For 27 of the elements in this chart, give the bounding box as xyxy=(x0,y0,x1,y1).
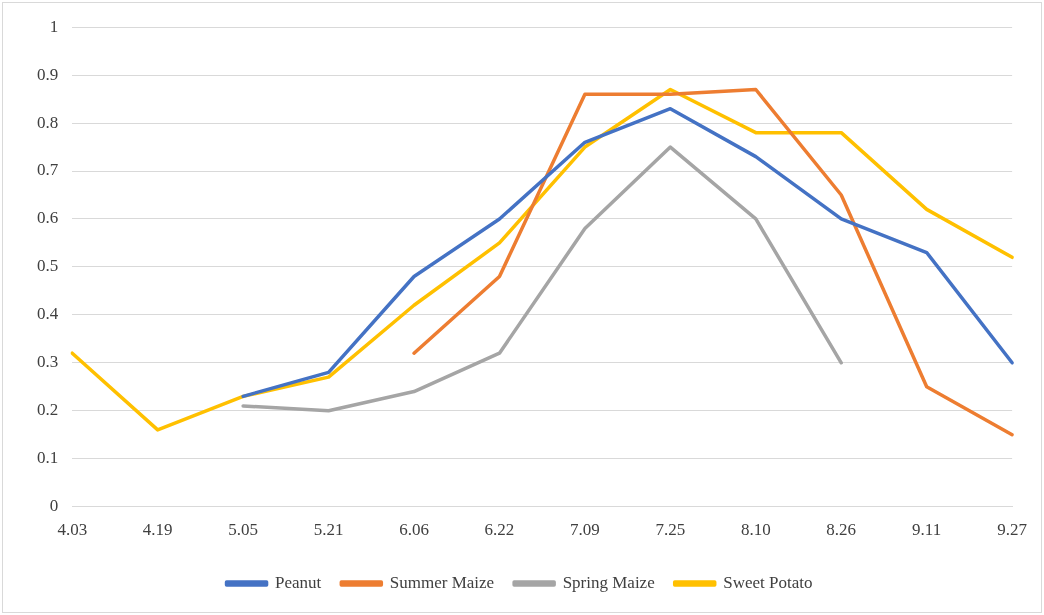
x-tick-label: 5.21 xyxy=(313,520,344,540)
y-tick-label: 0.6 xyxy=(37,208,59,228)
y-tick-label: 0.5 xyxy=(37,256,59,276)
x-tick-label: 9.11 xyxy=(912,520,942,540)
y-tick-label: 0.2 xyxy=(37,400,59,420)
y-tick-label: 0.8 xyxy=(37,112,59,132)
legend-label: Sweet Potato xyxy=(723,572,813,592)
y-tick-label: 0.3 xyxy=(37,352,59,372)
x-tick-label: 4.19 xyxy=(142,520,173,540)
x-tick-label: 9.27 xyxy=(997,520,1028,540)
y-tick-label: 0.1 xyxy=(37,448,59,468)
x-tick-label: 6.06 xyxy=(399,520,429,540)
legend-label: Spring Maize xyxy=(562,572,655,592)
x-tick-label: 7.09 xyxy=(570,520,600,540)
x-tick-label: 6.22 xyxy=(484,520,515,540)
y-tick-label: 0.9 xyxy=(37,64,59,84)
x-tick-label: 5.05 xyxy=(228,520,259,540)
x-tick-label: 4.03 xyxy=(57,520,88,540)
legend-label: Summer Maize xyxy=(389,572,495,592)
x-tick-label: 7.25 xyxy=(655,520,686,540)
y-tick-label: 0.4 xyxy=(37,304,59,324)
y-tick-label: 0.7 xyxy=(37,160,59,180)
x-tick-label: 8.10 xyxy=(740,520,771,540)
x-tick-label: 8.26 xyxy=(826,520,857,540)
y-tick-label: 0 xyxy=(49,496,59,516)
legend-label: Peanut xyxy=(275,572,322,592)
y-tick-label: 1 xyxy=(49,16,59,36)
